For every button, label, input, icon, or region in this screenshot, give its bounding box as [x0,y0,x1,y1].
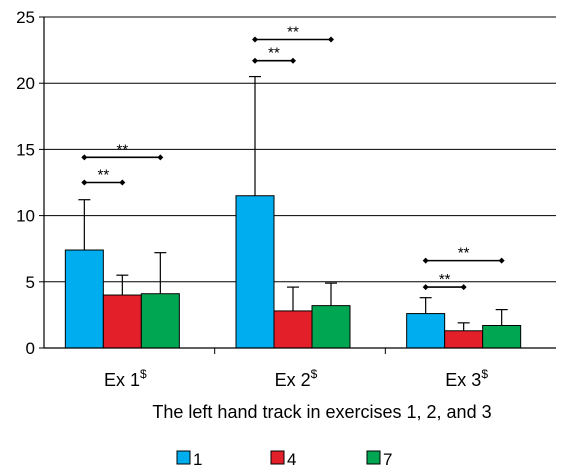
legend-label: 7 [383,450,392,469]
bar-1-cat2 [235,195,275,349]
category-label-superscript: $ [140,367,147,381]
significance-marker [81,154,88,161]
category-label-text: Ex 1 [104,370,140,390]
significance-marker [252,57,258,64]
legend: 1 4 7 [176,450,392,469]
category-labels: Ex 1$ Ex 2$ Ex 3$ [104,367,488,390]
legend-swatch-1 [176,450,191,465]
legend-swatch-7 [366,450,381,465]
significance-marker [328,36,334,43]
significance-marker [290,57,296,64]
significance-marker [498,257,505,264]
category-label-superscript: $ [311,367,318,381]
significance-marker [81,179,88,186]
category-label-text: Ex 2 [275,370,311,390]
y-tick-label: 10 [16,207,35,226]
y-tick-label: 15 [16,140,35,159]
y-tick-label: 20 [16,74,35,93]
legend-swatch-4 [270,450,285,465]
bar-7-cat1 [140,293,180,349]
legend-label: 4 [287,450,296,469]
significance-label: ** [116,141,128,158]
bar-4-cat3 [444,330,484,349]
bar-7-cat3 [482,324,522,349]
significance-marker [252,36,258,43]
significance-label: ** [439,271,451,288]
category-label-text: Ex 3 [445,370,481,390]
legend-label: 1 [193,450,202,469]
bar-1-cat3 [406,313,446,349]
category-label-superscript: $ [481,367,488,381]
significance-marker [422,257,429,264]
axes: 0 5 10 15 20 25 [16,8,556,358]
y-tick-label: 0 [26,339,35,358]
significance-brackets: ** ** ** ** ** ** [81,24,505,291]
bar-4-cat2 [273,310,313,349]
error-bars [78,75,508,331]
significance-marker [157,154,164,161]
bar-1-cat1 [64,249,104,349]
significance-label: ** [458,245,470,262]
bar-7-cat2 [311,305,351,349]
significance-marker [422,284,429,291]
significance-label: ** [287,24,299,41]
significance-marker [460,284,467,291]
x-axis-title: The left hand track in exercises 1, 2, a… [152,402,491,422]
significance-label: ** [268,45,280,62]
category-label: Ex 1$ [104,367,147,390]
y-tick-label: 5 [26,273,35,292]
category-label: Ex 3$ [445,367,488,390]
category-label: Ex 2$ [275,367,318,390]
significance-marker [119,179,126,186]
bars [64,195,522,349]
y-tick-label: 25 [16,8,35,27]
significance-label: ** [97,167,109,184]
bar-4-cat1 [102,294,142,349]
